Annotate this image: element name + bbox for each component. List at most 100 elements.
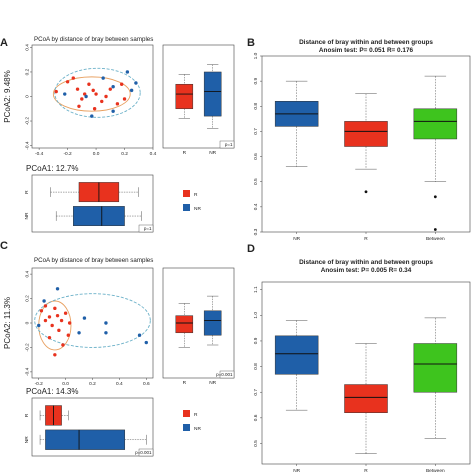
panel-d-ytick-label: 1.0 bbox=[253, 312, 259, 319]
panel-c-bottombox-cat-nr: NR bbox=[24, 436, 30, 443]
panel-a-xlabel: PCoA1: 12.7% bbox=[26, 164, 78, 173]
panel-b-subtitle: Anosim test: P= 0.051 R= 0.176 bbox=[319, 47, 414, 54]
panel-c-rightbox-p-label: p=0.001 bbox=[216, 372, 233, 377]
panel-c-point-r bbox=[43, 318, 48, 323]
panel-c-point-r bbox=[55, 313, 60, 318]
panel-c-legend-label-nr: NR bbox=[194, 426, 201, 432]
panel-b-outlier-between bbox=[433, 195, 437, 199]
panel-c-point-nr bbox=[104, 331, 108, 335]
panel-d-box-nr bbox=[274, 335, 319, 375]
panel-c-point-nr bbox=[144, 340, 148, 345]
panel-a-point-r bbox=[108, 87, 112, 91]
panel-a-point-r bbox=[115, 102, 120, 106]
panel-a-label: A bbox=[0, 37, 8, 49]
panel-c-ytick-label: 0.2 bbox=[25, 295, 31, 302]
panel-a-bottombox-p-frame bbox=[138, 224, 154, 233]
panel-c-point-r bbox=[43, 304, 48, 308]
panel-a-point-r bbox=[71, 76, 75, 80]
panel-b-ytick-label: 0.9 bbox=[253, 77, 259, 84]
panel-a-point-nr bbox=[111, 109, 115, 113]
panel-a-scatter-frame bbox=[31, 44, 154, 149]
panel-a-point-nr bbox=[84, 94, 88, 99]
panel-d-box-r bbox=[344, 384, 388, 413]
panel-a-xtick-label: 0.0 bbox=[93, 151, 100, 157]
panel-a-point-nr bbox=[101, 76, 105, 80]
panel-c-point-r bbox=[50, 323, 54, 328]
panel-c-xlabel: PCoA1: 14.3% bbox=[26, 387, 78, 396]
panel-d-xtick-label-between: Between bbox=[426, 468, 445, 474]
panel-d-xtick-label-nr: NR bbox=[293, 468, 300, 474]
panel-a-rightbox-box-nr bbox=[203, 71, 222, 117]
panel-a-point-r bbox=[65, 80, 70, 84]
panel-a-point-r bbox=[104, 94, 108, 99]
panel-a-point-nr bbox=[129, 88, 134, 93]
panel-a-bottombox-p-label: p=1 bbox=[144, 226, 152, 231]
panel-a-legend-label-r: R bbox=[194, 192, 198, 198]
panel-c-ellipse-nr bbox=[34, 293, 151, 348]
panel-b-xtick-label-r: R bbox=[364, 236, 368, 242]
panel-a-title: PCoA by distance of bray between samples bbox=[34, 36, 153, 43]
panel-c-point-r bbox=[59, 318, 64, 323]
panel-a-point-nr bbox=[134, 81, 138, 85]
panel-a-ytick-label: 0.2 bbox=[25, 68, 31, 75]
panel-a-rightbox-cat-nr: NR bbox=[209, 150, 216, 156]
panel-a-ellipse-nr bbox=[54, 67, 141, 118]
panel-b-ytick-label: 0.6 bbox=[253, 153, 259, 160]
panel-b-outlier-r bbox=[364, 190, 368, 194]
panel-c-scatter-frame bbox=[31, 267, 154, 379]
panel-c-ytick-label: 0 bbox=[25, 321, 31, 324]
panel-d-ytick-label: 0.7 bbox=[253, 389, 259, 396]
panel-d-subtitle: Anosim test: P= 0.005 R= 0.34 bbox=[321, 267, 412, 274]
panel-a-xtick-label: 0.2 bbox=[121, 151, 128, 157]
panel-c-point-nr bbox=[55, 287, 60, 291]
panel-c-bottombox-frame bbox=[31, 397, 154, 457]
panel-c-title: PCoA by distance of bray between samples bbox=[34, 257, 153, 264]
panel-c-point-r bbox=[61, 343, 65, 347]
panel-a-ytick-label: -0.2 bbox=[25, 117, 31, 126]
panel-a-bottombox-cat-nr: NR bbox=[24, 212, 30, 219]
panel-a-xtick-label: -0.4 bbox=[35, 151, 44, 157]
panel-c-bottombox-p-label: p=0.001 bbox=[135, 450, 152, 455]
panel-c-rightbox-frame bbox=[162, 267, 235, 379]
panel-d-label: D bbox=[247, 243, 255, 255]
panel-a-point-nr bbox=[90, 114, 94, 118]
panel-c-point-r bbox=[63, 311, 68, 315]
panel-a-rightbox-frame bbox=[162, 44, 235, 149]
panel-d-title: Distance of bray within and between grou… bbox=[299, 259, 433, 266]
panel-b-ytick-label: 0.5 bbox=[253, 178, 259, 185]
panel-a-bottombox-box-nr bbox=[73, 206, 125, 226]
panel-c-point-nr bbox=[82, 316, 87, 320]
panel-c-xtick-label: 0.2 bbox=[89, 381, 96, 387]
panel-b-xtick-label-between: Between bbox=[426, 236, 445, 242]
panel-a-point-r bbox=[87, 82, 91, 86]
panel-c-xtick-label: 0.4 bbox=[116, 381, 123, 387]
panel-c-bottombox-cat-r: R bbox=[24, 413, 30, 417]
panel-a-rightbox-box-r bbox=[175, 83, 194, 110]
panel-a-point-nr bbox=[125, 70, 130, 74]
panel-c-ytick-label: -0.2 bbox=[25, 343, 31, 352]
panel-a-point-r bbox=[119, 82, 124, 86]
panel-c-point-r bbox=[53, 306, 57, 311]
panel-a-point-r bbox=[54, 89, 58, 94]
panel-c-rightbox-box-r bbox=[175, 315, 194, 334]
panel-d-xtick-label-r: R bbox=[364, 468, 368, 474]
panel-a-point-r bbox=[91, 88, 95, 93]
panel-b-ytick-label: 0.8 bbox=[253, 103, 259, 110]
panel-c-ylabel: PCoA2: 11.3% bbox=[3, 297, 12, 349]
panel-a-point-r bbox=[75, 87, 80, 91]
panel-a-rightbox-p-label: p=1 bbox=[225, 142, 233, 147]
panel-a-point-nr bbox=[111, 84, 115, 89]
panel-c-point-nr bbox=[77, 331, 81, 335]
panel-c-rightbox-p-frame bbox=[219, 370, 235, 379]
panel-c-ytick-label: -0.4 bbox=[25, 367, 31, 376]
panel-a-point-r bbox=[77, 104, 81, 109]
panel-a-ytick-label: 0.4 bbox=[25, 44, 31, 51]
panel-a-legend-swatch-r bbox=[183, 190, 190, 197]
panel-c-point-r bbox=[47, 315, 52, 319]
panel-c-label: C bbox=[0, 240, 8, 252]
panel-d-ytick-label: 0.5 bbox=[253, 440, 259, 447]
panel-d-ytick-label: 0.8 bbox=[253, 363, 259, 370]
panel-d-box-between bbox=[413, 343, 458, 393]
panel-a-bottombox-frame bbox=[31, 174, 154, 233]
